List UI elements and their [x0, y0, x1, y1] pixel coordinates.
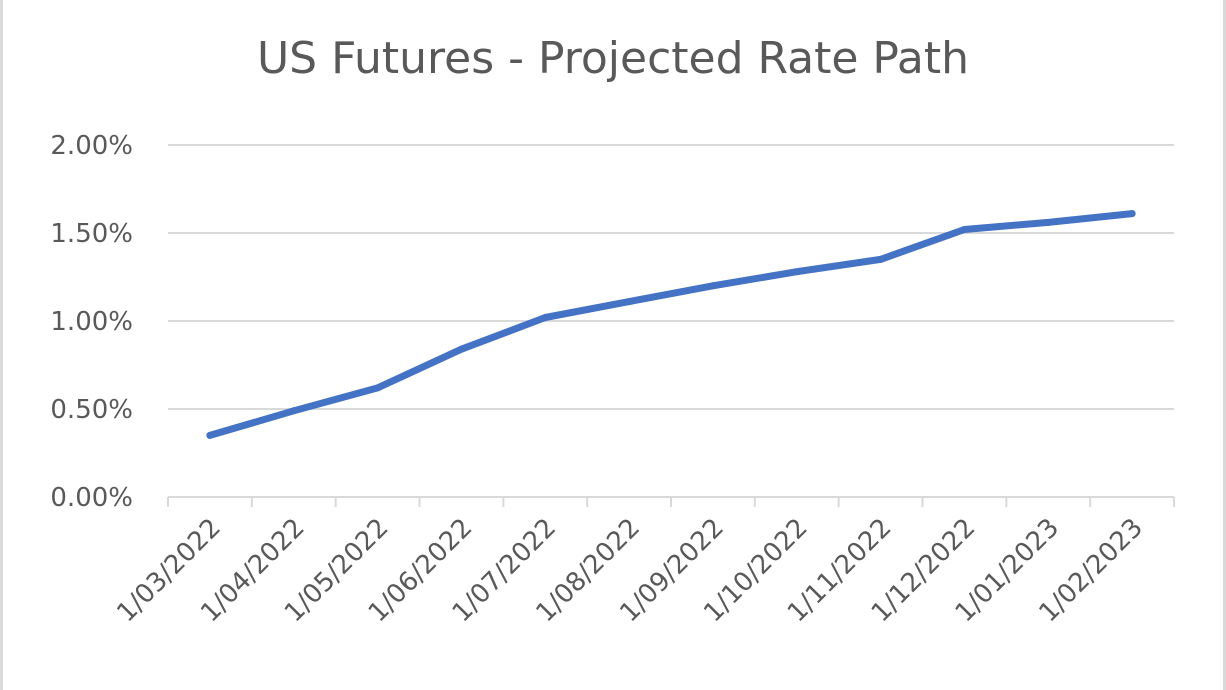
y-tick-label: 2.00%	[50, 131, 133, 161]
data-point	[1044, 218, 1052, 226]
y-tick-label: 0.00%	[50, 483, 133, 513]
data-point	[206, 431, 214, 439]
y-axis-labels: 0.00% 0.50% 1.00% 1.50% 2.00%	[50, 131, 133, 513]
data-point	[374, 384, 382, 392]
data-point	[457, 345, 465, 353]
data-point	[793, 268, 801, 276]
x-axis: 1/03/20221/04/20221/05/20221/06/20221/07…	[111, 496, 1175, 628]
data-point	[709, 282, 717, 290]
series-line	[206, 210, 1136, 439]
y-tick-label: 1.00%	[50, 307, 133, 337]
gridlines	[168, 144, 1174, 410]
data-point	[960, 225, 968, 233]
line-chart: US Futures - Projected Rate Path 0.00%0.…	[50, 33, 1175, 628]
y-tick-label: 0.50%	[50, 395, 133, 425]
data-point	[290, 407, 298, 415]
data-point	[877, 255, 885, 263]
chart-title: US Futures - Projected Rate Path	[257, 33, 969, 84]
data-point	[541, 313, 549, 321]
data-point	[625, 298, 633, 306]
series-layer	[206, 210, 1136, 439]
y-tick-label: 1.50%	[50, 219, 133, 249]
data-point	[1128, 210, 1136, 218]
